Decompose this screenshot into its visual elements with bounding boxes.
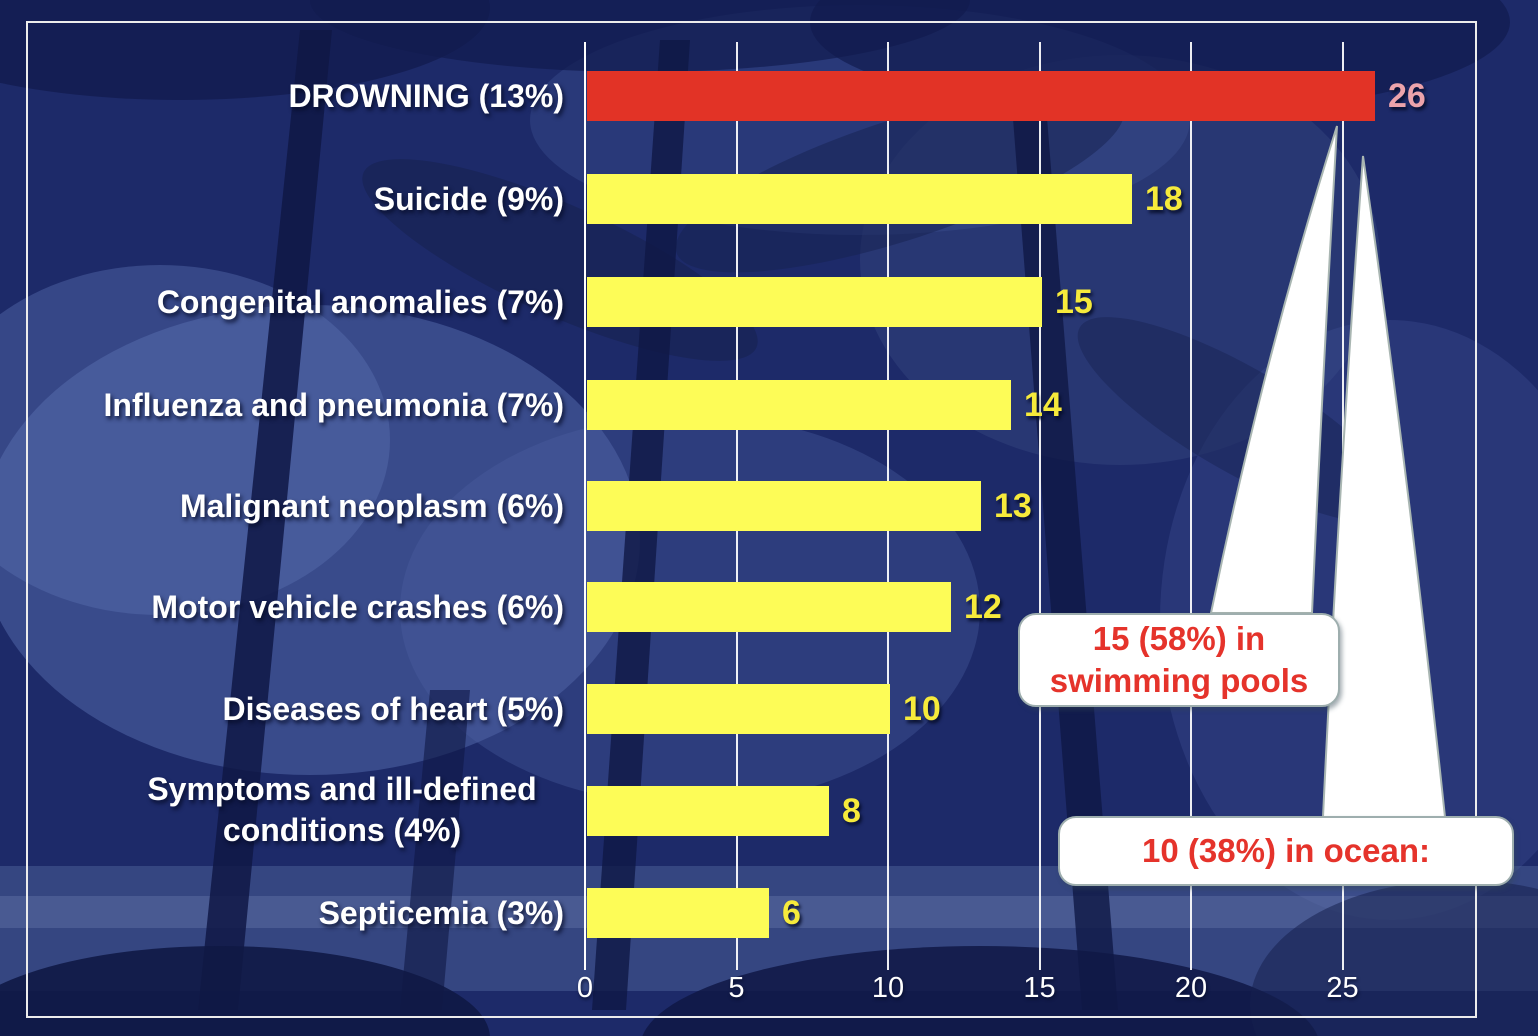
x-tick-label: 20 bbox=[1174, 972, 1208, 1004]
bar bbox=[587, 684, 890, 734]
value-label: 18 bbox=[1145, 180, 1183, 218]
value-label: 13 bbox=[994, 487, 1032, 525]
x-tick-label: 5 bbox=[728, 972, 745, 1004]
bar bbox=[587, 786, 829, 836]
callout-ocean-line1: 10 (38%) in ocean: bbox=[1142, 832, 1430, 869]
category-label: Influenza and pneumonia (7%) bbox=[103, 387, 564, 423]
category-label: Malignant neoplasm (6%) bbox=[179, 488, 564, 524]
category-label: Congenital anomalies (7%) bbox=[156, 284, 564, 320]
category-label: Diseases of heart (5%) bbox=[222, 691, 564, 727]
callout-swimming-pools-line2: swimming pools bbox=[1049, 662, 1309, 699]
x-gridline bbox=[1038, 42, 1041, 970]
category-label: Motor vehicle crashes (6%) bbox=[151, 589, 564, 625]
value-label: 10 bbox=[903, 690, 941, 728]
x-tick-label: 10 bbox=[871, 972, 905, 1004]
category-label-line: conditions (4%) bbox=[222, 812, 462, 848]
callout-swimming-pools: 15 (58%) in swimming pools bbox=[1018, 613, 1340, 707]
value-label: 14 bbox=[1024, 386, 1062, 424]
y-axis-line bbox=[584, 42, 586, 970]
bar bbox=[587, 582, 951, 632]
x-tick-label: 25 bbox=[1326, 972, 1359, 1004]
callout-swimming-pools-line1: 15 (58%) in bbox=[1092, 620, 1266, 657]
category-label: DROWNING (13%) bbox=[288, 78, 564, 114]
bar bbox=[587, 174, 1132, 224]
value-label: 12 bbox=[964, 588, 1002, 626]
x-gridline bbox=[1190, 42, 1192, 970]
bar-highlight-drowning bbox=[587, 71, 1375, 121]
x-tick-label: 0 bbox=[576, 972, 594, 1004]
bar bbox=[587, 481, 981, 531]
bar bbox=[587, 380, 1011, 430]
value-label: 26 bbox=[1388, 77, 1426, 115]
category-label-line: Symptoms and ill-defined bbox=[147, 771, 537, 807]
value-label: 6 bbox=[782, 894, 801, 932]
bar bbox=[587, 888, 769, 938]
x-tick-label: 15 bbox=[1023, 972, 1056, 1004]
value-label: 15 bbox=[1055, 283, 1093, 321]
category-label: Septicemia (3%) bbox=[318, 895, 564, 931]
bar bbox=[587, 277, 1042, 327]
value-label: 8 bbox=[842, 792, 861, 830]
category-label: Suicide (9%) bbox=[373, 181, 564, 217]
category-label: Symptoms and ill-defined conditions (4%) bbox=[120, 769, 564, 851]
callout-ocean: 10 (38%) in ocean: bbox=[1058, 816, 1514, 886]
